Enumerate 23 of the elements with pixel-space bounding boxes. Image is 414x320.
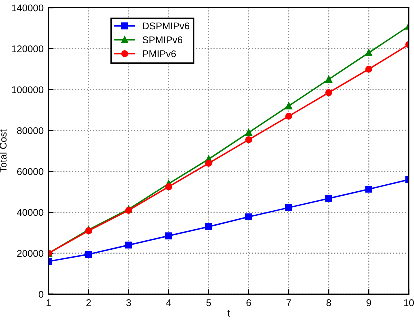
x-tick-label: 1 (46, 300, 52, 306)
x-tick-label: 4 (166, 300, 172, 306)
x-tick-label: 3 (126, 300, 132, 306)
x-tick-label: 9 (366, 300, 372, 306)
y-tick-label: 100000 (12, 86, 44, 94)
x-tick-label: 8 (326, 300, 332, 306)
x-axis-title: t (228, 310, 230, 317)
legend-label: SPMIPv6 (142, 36, 183, 44)
y-tick-label: 0 (38, 291, 44, 298)
x-tick-label: 10 (404, 300, 414, 306)
legend-label: DSPMIPv6 (143, 22, 190, 30)
y-tick-label: 80000 (17, 127, 44, 134)
x-tick-label: 6 (246, 300, 252, 306)
x-tick-label: 5 (206, 300, 212, 306)
y-tick-label: 120000 (12, 46, 44, 53)
y-tick-label: 40000 (17, 209, 44, 216)
x-tick-label: 2 (86, 300, 92, 306)
legend-label: PMIPv6 (143, 50, 176, 58)
y-tick-label: 140000 (12, 4, 44, 12)
y-axis-title: Total Cost (0, 130, 7, 173)
y-tick-label: 60000 (17, 168, 44, 176)
y-tick-label: 20000 (17, 250, 44, 258)
x-tick-label: 7 (286, 300, 292, 306)
